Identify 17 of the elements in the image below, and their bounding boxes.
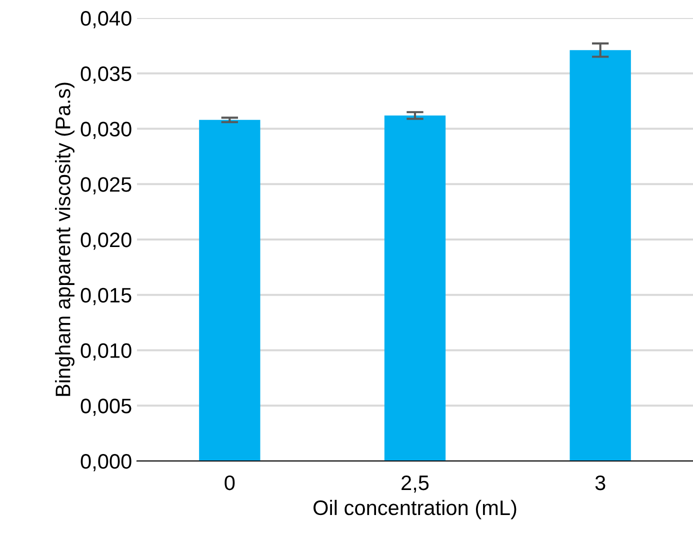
x-tick-label: 0	[224, 475, 235, 490]
bar	[384, 115, 446, 461]
y-tick-label: 0,010	[80, 343, 132, 360]
x-axis-title: Oil concentration (mL)	[314, 500, 516, 520]
bar	[199, 120, 260, 461]
x-tick-label: 2,5	[402, 475, 429, 493]
y-tick-label: 0,035	[80, 66, 132, 84]
y-tick-label: 0,000	[80, 454, 132, 472]
y-tick-label: 0,015	[80, 288, 132, 306]
y-axis-title: Bingham apparent viscosity (Pa.s)	[55, 82, 74, 396]
y-tick-label: 0,030	[80, 122, 132, 139]
y-tick-label: 0,005	[80, 398, 132, 416]
y-tick-label: 0,040	[80, 11, 132, 28]
bar	[570, 50, 631, 461]
x-tick-label: 3	[595, 475, 606, 490]
y-tick-label: 0,020	[80, 232, 132, 250]
y-tick-label: 0,025	[80, 177, 132, 194]
